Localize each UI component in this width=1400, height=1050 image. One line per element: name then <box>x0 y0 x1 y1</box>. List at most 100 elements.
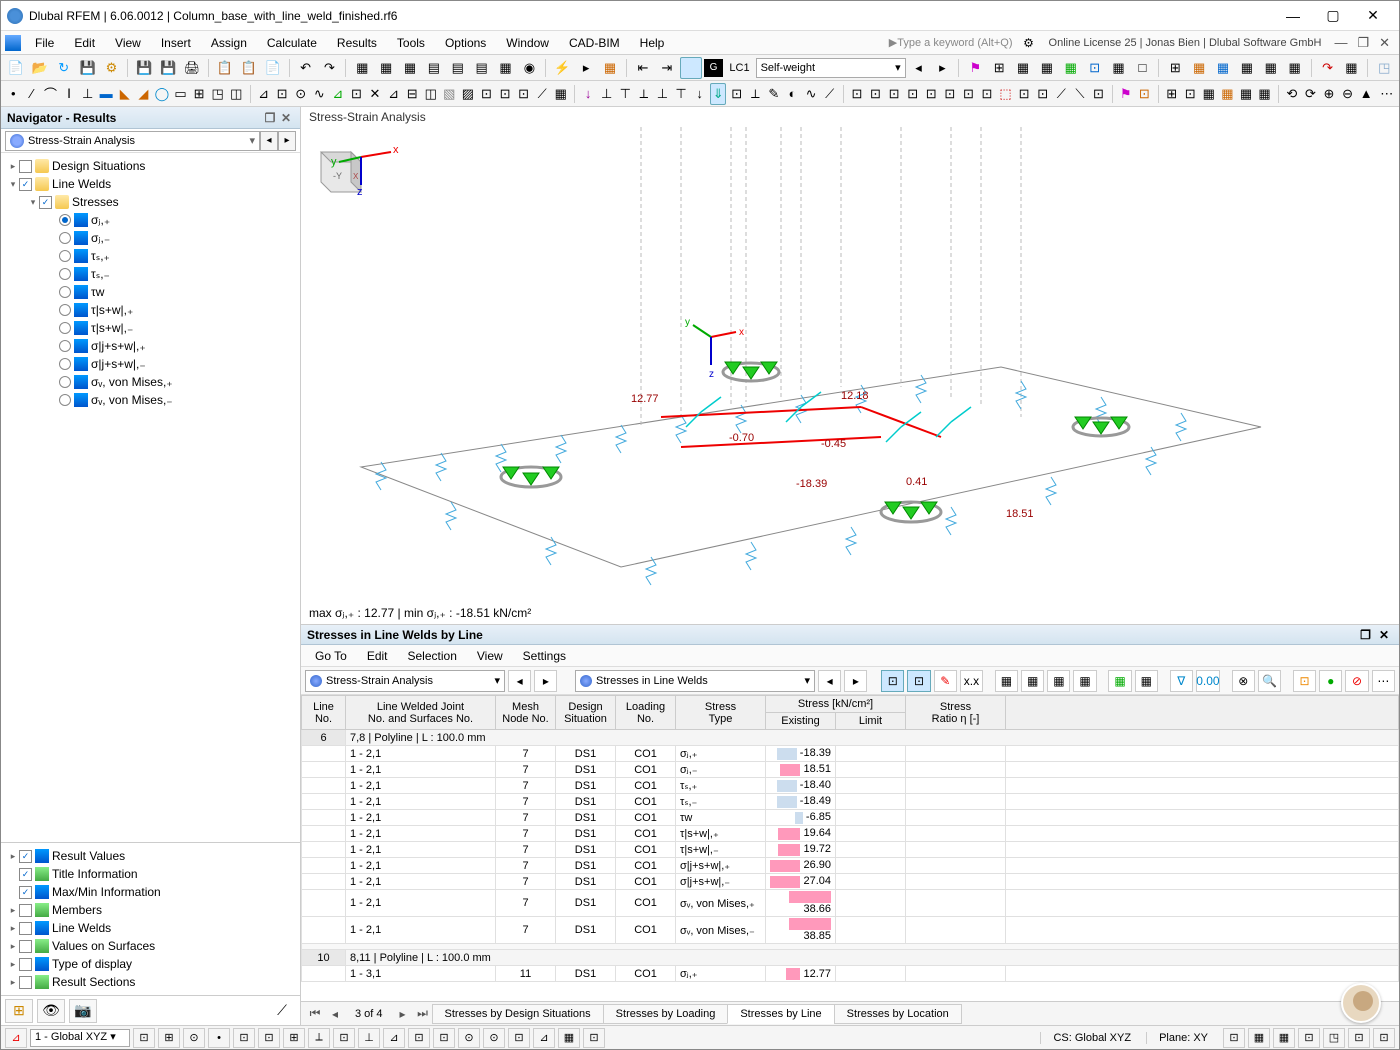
s06[interactable]: ⊕ <box>1321 83 1338 105</box>
menu-view[interactable]: View <box>105 34 151 52</box>
radio-icon[interactable] <box>59 286 71 298</box>
table-row[interactable]: 1 - 2,17DS1CO1τ|s+w|,₊ 19.64 <box>302 826 1399 842</box>
sth[interactable]: ⊡ <box>508 1028 530 1048</box>
stress-item-8[interactable]: σ|j+s+w|,₋ <box>3 355 298 373</box>
sy[interactable]: ⟂ <box>636 83 653 105</box>
rc2-next[interactable]: ▸ <box>844 670 867 692</box>
display-item-1[interactable]: ✓Title Information <box>3 865 298 883</box>
radio-icon[interactable] <box>59 376 71 388</box>
tg-button[interactable]: ▦ <box>1340 57 1362 79</box>
rtc[interactable]: 0.00 <box>1196 670 1220 692</box>
keyword-search[interactable]: ▶ Type a keyword (Alt+Q) <box>889 36 1013 49</box>
s2[interactable]: ∕ <box>24 83 41 105</box>
sp[interactable]: ▨ <box>460 83 477 105</box>
panel-restore-button[interactable]: ❐ <box>1352 35 1374 51</box>
close-button[interactable]: ✕ <box>1353 2 1393 30</box>
rt8[interactable]: ▦ <box>1073 670 1096 692</box>
rte[interactable]: 🔍 <box>1258 670 1281 692</box>
results-menu-selection[interactable]: Selection <box>398 649 467 663</box>
sL[interactable]: ⊡ <box>886 83 903 105</box>
refresh-button[interactable]: ↻ <box>53 57 75 79</box>
s1[interactable]: • <box>5 83 22 105</box>
sW[interactable]: ⊡ <box>1090 83 1107 105</box>
s0[interactable]: ⊡ <box>1182 83 1199 105</box>
stress-item-6[interactable]: τ|s+w|,₋ <box>3 319 298 337</box>
stf[interactable]: ⊙ <box>458 1028 480 1048</box>
open-button[interactable]: 📂 <box>29 57 51 79</box>
results-tab-3[interactable]: Stresses by Location <box>834 1004 962 1024</box>
nf2[interactable]: 👁 <box>37 999 65 1023</box>
sd[interactable]: ◫ <box>228 83 245 105</box>
sD[interactable]: ⊡ <box>728 83 745 105</box>
sO[interactable]: ⊡ <box>942 83 959 105</box>
nf4[interactable]: ⟋ <box>268 999 296 1023</box>
print-button[interactable]: 🖨 <box>181 57 203 79</box>
table-row[interactable]: 1 - 2,17DS1CO1τₛ,₋ -18.49 <box>302 794 1399 810</box>
sti[interactable]: ⊿ <box>533 1028 555 1048</box>
t5-button[interactable]: ▦ <box>1060 57 1082 79</box>
rtf[interactable]: ⊡ <box>1293 670 1316 692</box>
rth[interactable]: ⊘ <box>1345 670 1368 692</box>
save-button[interactable]: 💾 <box>77 57 99 79</box>
stress-item-9[interactable]: σᵥ, von Mises,₊ <box>3 373 298 391</box>
results-tab-2[interactable]: Stresses by Line <box>727 1004 834 1024</box>
stg[interactable]: ⊙ <box>483 1028 505 1048</box>
s7[interactable]: ◣ <box>116 83 133 105</box>
stb[interactable]: ⊥ <box>358 1028 380 1048</box>
analysis-prev-button[interactable]: ◂ <box>260 131 278 151</box>
sta[interactable]: ⊡ <box>333 1028 355 1048</box>
results-menu-view[interactable]: View <box>467 649 513 663</box>
nav-dock-button[interactable]: ❐ <box>262 111 278 125</box>
display-item-2[interactable]: ✓Max/Min Information <box>3 883 298 901</box>
rta[interactable]: ▦ <box>1135 670 1158 692</box>
rt2[interactable]: ⊡ <box>907 670 930 692</box>
t8-button[interactable]: □ <box>1131 57 1153 79</box>
sto[interactable]: ⊡ <box>1298 1028 1320 1048</box>
display-item-5[interactable]: ▸Values on Surfaces <box>3 937 298 955</box>
tree-design-situations[interactable]: ▸ Design Situations <box>3 157 298 175</box>
sB[interactable]: ↓ <box>691 83 708 105</box>
sI[interactable]: ⟋ <box>821 83 838 105</box>
view3-button[interactable]: ▦ <box>399 57 421 79</box>
more-button[interactable]: ⋯ <box>1378 83 1395 105</box>
menu-cad-bim[interactable]: CAD-BIM <box>559 34 630 52</box>
table-row[interactable]: 1 - 2,17DS1CO1τw -6.85 <box>302 810 1399 826</box>
viewport-3d[interactable]: 12.77 -0.70 -0.45 12.18 -18.39 0.41 18.5… <box>301 127 1399 625</box>
sx[interactable]: ⊤ <box>617 83 634 105</box>
rt-more[interactable]: ⋯ <box>1372 670 1395 692</box>
sZ[interactable]: ⊞ <box>1163 83 1180 105</box>
td-button[interactable]: ▦ <box>1260 57 1282 79</box>
s3[interactable]: ⌒ <box>42 83 59 105</box>
st3[interactable]: ⊞ <box>158 1028 180 1048</box>
radio-icon[interactable] <box>59 358 71 370</box>
view4-button[interactable]: ▤ <box>423 57 445 79</box>
stress-item-0[interactable]: σⱼ,₊ <box>3 211 298 229</box>
sm[interactable]: ⊟ <box>404 83 421 105</box>
results-tab-1[interactable]: Stresses by Loading <box>603 1004 729 1024</box>
s00[interactable]: ▦ <box>1201 83 1218 105</box>
stress-item-5[interactable]: τ|s+w|,₊ <box>3 301 298 319</box>
table-row[interactable]: 1 - 3,111DS1CO1σⱼ,₊ 12.77 <box>302 966 1399 982</box>
tf-button[interactable]: ↷ <box>1317 57 1339 79</box>
ste[interactable]: ⊡ <box>433 1028 455 1048</box>
view5-button[interactable]: ▤ <box>447 57 469 79</box>
sQ[interactable]: ⊡ <box>979 83 996 105</box>
results-menu-go-to[interactable]: Go To <box>305 649 357 663</box>
sf[interactable]: ⊡ <box>274 83 291 105</box>
std[interactable]: ⊡ <box>408 1028 430 1048</box>
results-close-button[interactable]: ✕ <box>1375 628 1393 642</box>
sg[interactable]: ⊙ <box>292 83 309 105</box>
s03[interactable]: ▦ <box>1256 83 1273 105</box>
sn[interactable]: ◫ <box>422 83 439 105</box>
su[interactable]: ▦ <box>553 83 570 105</box>
t7-button[interactable]: ▦ <box>1108 57 1130 79</box>
sG[interactable]: ◐ <box>784 83 801 105</box>
next-lc-button[interactable]: ▸ <box>931 57 953 79</box>
radio-icon[interactable] <box>59 340 71 352</box>
b-button[interactable]: ⇥ <box>656 57 678 79</box>
st9[interactable]: ⟂ <box>308 1028 330 1048</box>
rtb[interactable]: ∇ <box>1170 670 1193 692</box>
t9-button[interactable]: ⊞ <box>1164 57 1186 79</box>
sq[interactable]: ⊡ <box>478 83 495 105</box>
stress-item-1[interactable]: σⱼ,₋ <box>3 229 298 247</box>
